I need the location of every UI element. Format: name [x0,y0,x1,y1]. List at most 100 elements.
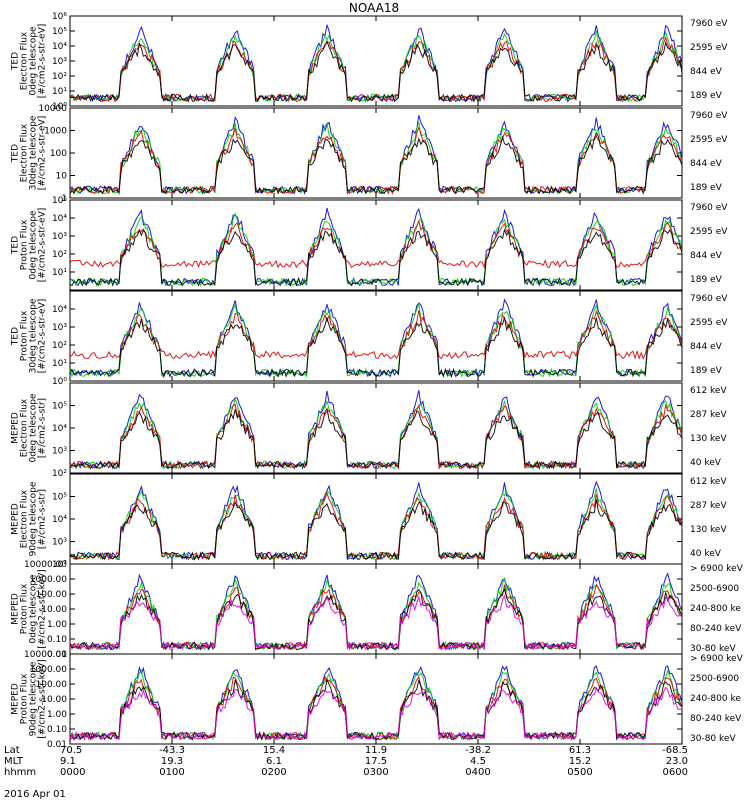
x-tick-value: 19.3 [161,756,183,767]
x-tick-value: 11.9 [365,745,387,756]
y-axis-label: Proton Flux [20,310,30,361]
series-trace [69,686,683,742]
series-trace [69,403,683,471]
y-axis-label: MEPED [11,503,21,535]
legend-entry: > 6900 keV [690,654,744,664]
y-tick-label: 10³ [52,538,67,548]
y-tick-label: 0.10 [47,635,67,645]
y-axis-label: [#/cm2-s-str-keV] [38,659,48,738]
legend-entry: 30-80 keV [690,644,736,654]
y-axis-label: Electron Flux [20,123,30,182]
y-axis-label: 0deg telescope [29,26,39,96]
series-trace [69,219,683,269]
y-tick-label: 10000.00 [24,560,67,570]
y-axis-label: 0deg telescope [29,393,39,463]
legend-entry: 7960 eV [690,19,728,29]
y-tick-label: 10⁶ [52,12,67,22]
y-axis-label: [#/cm2-s-str-keV] [38,569,48,648]
legend-entry: 40 keV [690,458,722,468]
y-axis-label: MEPED [11,412,21,444]
series-trace [69,126,683,195]
y-tick-label: 10³ [52,232,67,242]
x-tick-value: 23.0 [666,756,688,767]
x-tick-value: 17.5 [365,756,387,767]
y-tick-label: 10³ [52,323,67,333]
legend-entry: 612 keV [690,386,727,396]
x-tick-value: 15.4 [263,745,285,756]
y-axis-label: 30deg telescope [29,115,39,190]
y-tick-label: 10² [52,250,67,260]
x-tick-value: 61.3 [569,745,591,756]
series-trace [69,39,683,103]
legend-entry: 844 eV [690,251,723,261]
x-tick-value: 0000 [60,767,85,778]
y-tick-label: 10⁵ [52,27,67,37]
legend-entry: 189 eV [690,366,723,376]
y-tick-label: 10² [52,72,67,82]
y-tick-label: 10⁵ [52,402,67,412]
y-tick-label: 10.00 [41,695,67,705]
y-tick-label: 0.01 [47,740,67,750]
x-tick-value: 0100 [159,767,184,778]
legend-entry: 7960 eV [690,294,728,304]
y-axis-label: [#/cm2-s-str] [38,489,48,549]
y-tick-label: 10³ [52,57,67,67]
y-tick-label: 10 [56,172,68,182]
y-tick-label: 100 [50,149,67,159]
series-trace [69,480,683,561]
x-tick-value: 6.1 [266,756,282,767]
y-tick-label: 10⁴ [52,305,67,315]
y-axis-label: [#/cm2-s-str-eV] [38,116,48,191]
y-tick-label: 1.00 [47,620,67,630]
y-tick-label: 10¹ [52,268,67,278]
date-label: 2016 Apr 01 [4,789,66,800]
series-trace [69,298,683,378]
legend-entry: 2595 eV [690,43,728,53]
legend-entry: 2500-6900 [690,584,739,594]
legend-entry: 287 keV [690,410,727,420]
legend-entry: 2500-6900 [690,674,739,684]
panel-1: 10⁰ 10¹ 10² 10³ 10⁴ 10⁵ 10⁶ TED Electron Flux 0de… [11,12,729,112]
legend-entry: 7960 eV [690,203,728,213]
y-axis-label: MEPED [11,593,21,625]
y-tick-label: 10¹ [52,359,67,369]
x-tick-value: 15.2 [569,756,591,767]
y-tick-label: 0.01 [47,650,67,660]
series-trace [69,228,683,287]
y-tick-label: 10⁴ [52,515,67,525]
y-axis-label: [#/cm2-s-str-eV] [38,299,48,374]
y-axis-label: 0deg telescope [29,574,39,644]
y-axis-label: 90deg telescope [29,661,39,736]
series-trace [69,572,683,651]
y-tick-label: 1000 [44,127,67,137]
x-row-label: MLT [4,756,24,767]
y-tick-label: 10⁰ [52,102,67,112]
y-tick-label: 10¹ [52,87,67,97]
x-tick-value: 0600 [663,767,688,778]
y-tick-label: 100.00 [36,590,68,600]
legend-entry: 2595 eV [690,227,728,237]
x-tick-value: 0500 [567,767,592,778]
x-tick-value: -43.3 [159,745,185,756]
legend-entry: 189 eV [690,275,723,285]
series-trace [69,121,683,195]
y-axis-label: [#/cm2-s-str] [38,398,48,458]
legend-entry: 30-80 keV [690,734,736,744]
y-tick-label: 10⁵ [52,196,67,206]
y-axis-label: Proton Flux [20,673,30,724]
y-axis-label: Proton Flux [20,219,30,270]
y-tick-label: 1000.00 [30,665,67,675]
series-trace [69,310,683,360]
y-axis-label: TED [11,327,21,346]
series-trace [69,390,683,470]
y-tick-label: 10⁴ [52,424,67,434]
series-trace [69,115,683,196]
chart-title: NOAA18 [349,1,399,15]
panel-6: 10² 10³ 10⁴ 10⁵ MEPED Electron Flux 90deg tele… [11,473,727,570]
series-trace [69,212,683,287]
y-tick-label: 1.00 [47,710,67,720]
y-tick-label: 10² [52,341,67,351]
y-axis-label: 90deg telescope [29,481,39,556]
y-axis-label: TED [11,144,21,163]
